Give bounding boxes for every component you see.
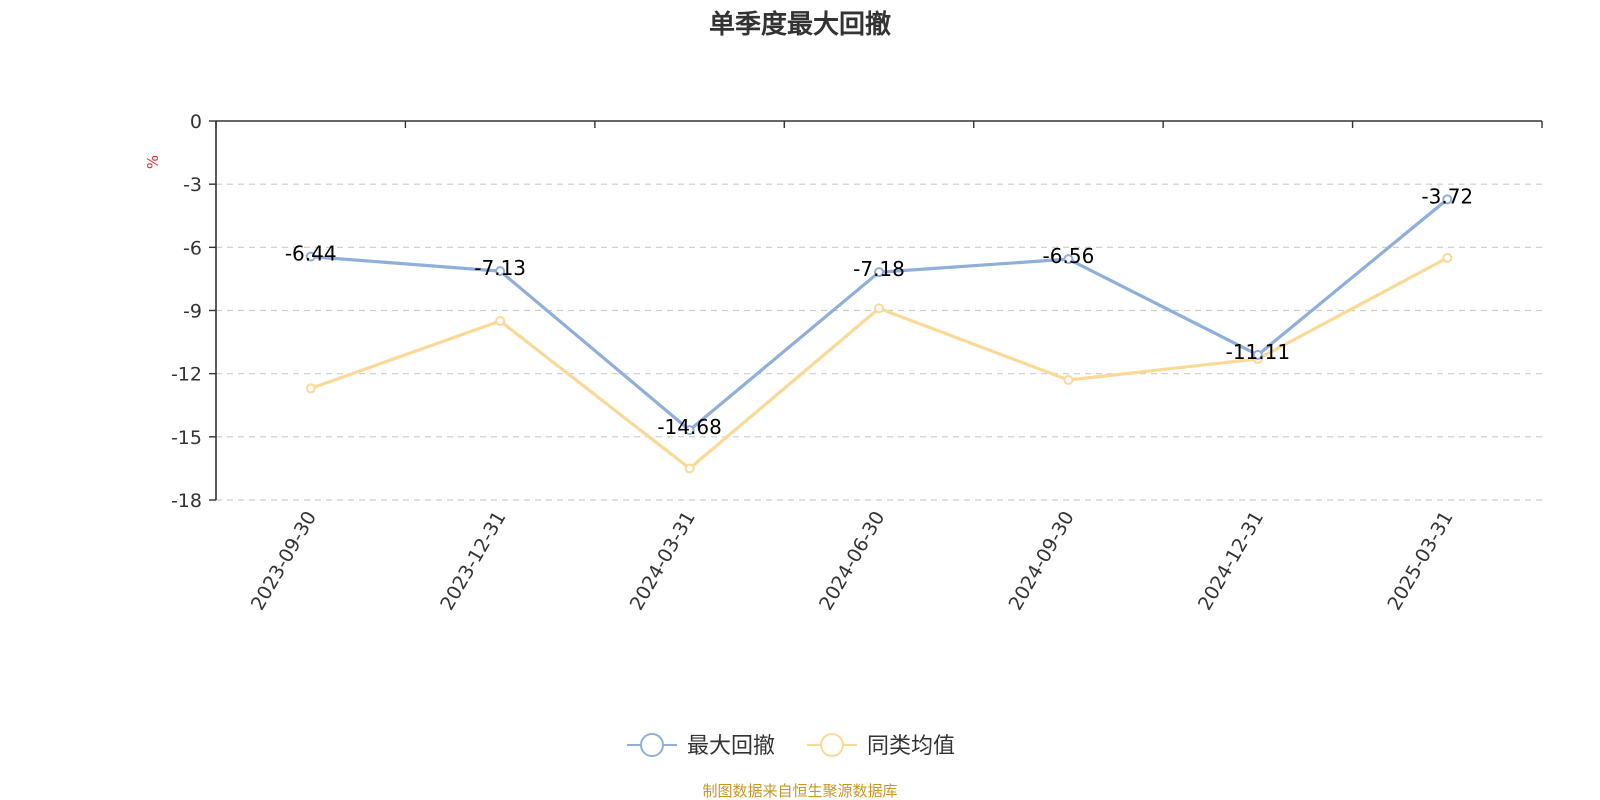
source-note: 制图数据来自恒生聚源数据库 [702, 782, 897, 800]
y-tick-label: -6 [183, 237, 202, 259]
axes [209, 120, 1543, 501]
legend-label: 同类均值 [867, 734, 955, 759]
data-point[interactable] [1063, 254, 1074, 265]
legend-item-1[interactable]: 最大回撤 [627, 733, 775, 759]
data-point[interactable] [684, 425, 695, 436]
data-point[interactable] [1252, 349, 1263, 360]
grid-lines [216, 183, 1542, 501]
data-point[interactable] [874, 303, 884, 314]
data-label: -14.68 [657, 415, 721, 439]
y-tick-label: -3 [183, 174, 202, 196]
x-tick-label: 2024-12-31 [1194, 508, 1268, 615]
data-point[interactable] [1442, 252, 1453, 263]
data-point[interactable] [684, 463, 695, 474]
y-tick-label: 0 [190, 111, 202, 133]
chart-title: 单季度最大回撤 [709, 9, 891, 40]
data-label: -3.72 [1421, 184, 1473, 208]
data-point[interactable] [874, 267, 884, 278]
legend[interactable]: 最大回撤 同类均值 [627, 733, 955, 759]
legend-item-2[interactable]: 同类均值 [807, 733, 955, 759]
data-label: -7.13 [474, 256, 526, 280]
x-tick-label: 2023-12-31 [436, 508, 510, 615]
data-point[interactable] [495, 266, 506, 277]
data-point[interactable] [495, 316, 506, 327]
data-label: -6.44 [285, 242, 337, 266]
y-tick-label: -15 [171, 427, 202, 449]
x-tick-labels: 2023-09-30 2023-12-31 2024-03-31 2024-06-30… [247, 508, 1458, 615]
data-point[interactable] [305, 383, 316, 394]
y-tick-label: -12 [171, 364, 202, 386]
data-point[interactable] [1442, 194, 1453, 205]
data-point[interactable] [305, 251, 316, 262]
series-lines [310, 198, 1449, 471]
data-labels: -6.44 -7.13 -14.68 -7.18 -6.56 -11.11 -3.72 [285, 184, 1473, 439]
legend-label: 最大回撤 [687, 734, 775, 759]
y-tick-label: -9 [183, 301, 202, 323]
data-label: -11.11 [1226, 340, 1290, 364]
legend-marker-icon [820, 733, 844, 757]
data-point[interactable] [1063, 374, 1074, 385]
legend-marker-icon [640, 733, 664, 757]
series-points [305, 194, 1453, 474]
y-tick-labels: 0 -3 -6 -9 -12 -15 -18 [171, 111, 202, 512]
data-label: -7.18 [853, 257, 905, 281]
x-tick-label: 2024-06-30 [815, 508, 889, 615]
y-axis-unit: % [144, 155, 162, 169]
series-line-1 [310, 198, 1449, 432]
data-label: -6.56 [1043, 244, 1095, 268]
y-tick-label: -18 [171, 490, 202, 512]
x-tick-label: 2024-03-31 [626, 508, 700, 615]
x-tick-label: 2024-09-30 [1004, 508, 1078, 615]
x-tick-label: 2023-09-30 [247, 508, 321, 615]
x-tick-label: 2025-03-31 [1383, 508, 1457, 615]
